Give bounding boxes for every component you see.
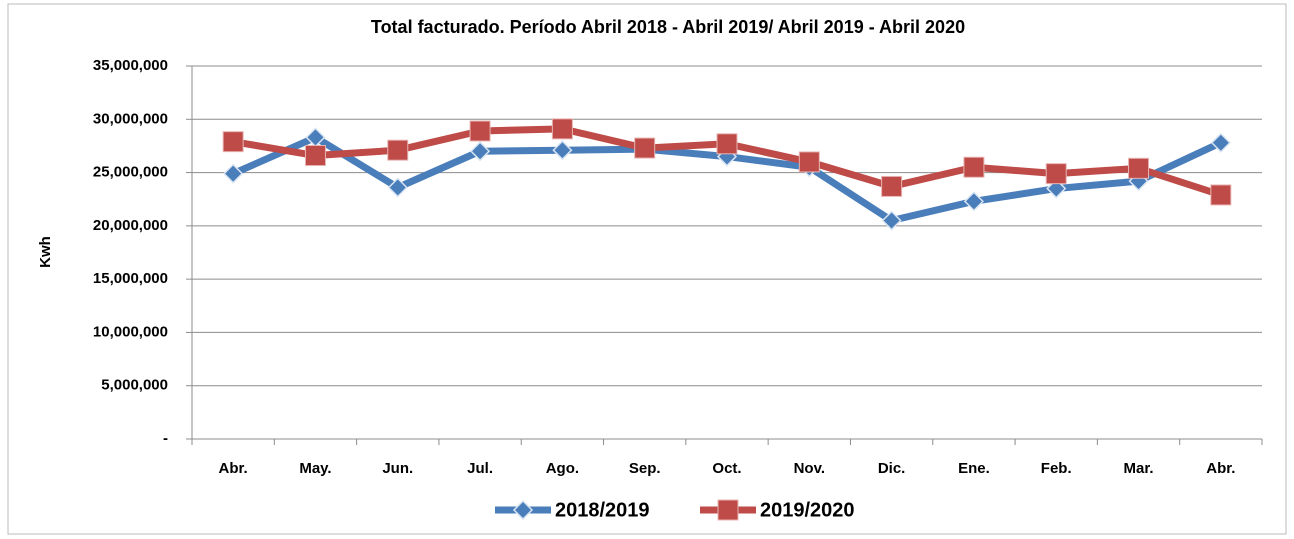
x-tick-label: Nov. [794, 460, 825, 477]
y-tick-label: 5,000,000 [101, 377, 168, 394]
point [387, 139, 409, 161]
x-tick-label: Dic. [878, 460, 906, 477]
point [716, 133, 738, 155]
point [798, 151, 820, 173]
x-tick-label: Abr. [1206, 460, 1235, 477]
x-tick-label: May. [299, 460, 331, 477]
point [551, 118, 573, 140]
point [469, 120, 491, 142]
x-tick-label: Jul. [467, 460, 493, 477]
point [387, 177, 408, 198]
point [304, 145, 326, 167]
point [881, 175, 903, 197]
legend-marker [717, 499, 739, 521]
point [1045, 163, 1067, 185]
x-tick-label: Oct. [712, 460, 741, 477]
y-tick-label: 25,000,000 [93, 164, 168, 181]
point [470, 141, 491, 162]
x-tick-label: Abr. [219, 460, 248, 477]
y-tick-label: 20,000,000 [93, 217, 168, 234]
chart-title: Total facturado. Período Abril 2018 - Ab… [371, 17, 965, 37]
y-tick-label: 15,000,000 [93, 270, 168, 287]
y-axis-label: Kwh [37, 236, 54, 268]
y-tick-label: 35,000,000 [93, 57, 168, 74]
x-tick-label: Ene. [958, 460, 990, 477]
point [222, 131, 244, 153]
x-tick-label: Sep. [629, 460, 661, 477]
legend-marker [512, 499, 534, 521]
x-tick-label: Jun. [382, 460, 413, 477]
point [963, 191, 984, 212]
point [963, 156, 985, 178]
y-tick-label: - [163, 430, 168, 447]
legend-label: 2018/2019 [555, 499, 650, 521]
x-tick-label: Feb. [1041, 460, 1072, 477]
point [881, 210, 902, 231]
y-tick-label: 30,000,000 [93, 110, 168, 127]
point [552, 140, 573, 161]
point [1210, 132, 1231, 153]
x-tick-label: Ago. [546, 460, 579, 477]
point [634, 137, 656, 159]
chart-frame [7, 3, 1287, 535]
x-tick-label: Mar. [1124, 460, 1154, 477]
point [223, 163, 244, 184]
point [1210, 184, 1232, 206]
point [1128, 157, 1150, 179]
legend-label: 2019/2020 [760, 499, 855, 521]
y-tick-label: 10,000,000 [93, 323, 168, 340]
